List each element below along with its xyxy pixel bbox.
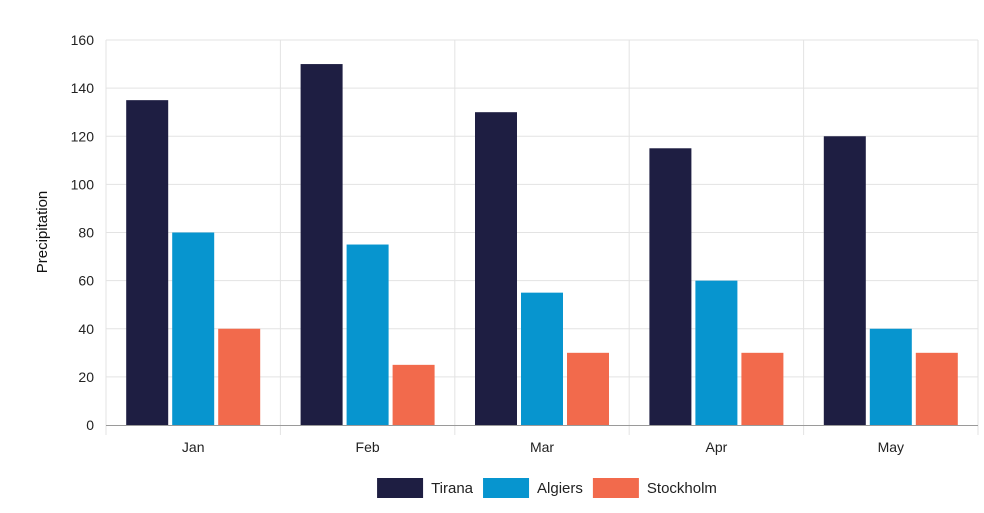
bar-tirana-may — [823, 136, 866, 425]
legend-label: Tirana — [431, 480, 474, 497]
bars — [126, 64, 958, 425]
legend: Tirana Algiers Stockholm — [377, 478, 717, 498]
legend-swatch — [483, 478, 530, 498]
bar-tirana-mar — [475, 112, 517, 425]
y-tick-label: 40 — [78, 321, 94, 337]
bar-algiers-mar — [521, 292, 563, 425]
x-tick-labels: Jan Feb Mar Apr May — [182, 439, 904, 455]
bar-algiers-may — [869, 328, 912, 425]
y-tick-label: 140 — [71, 80, 95, 96]
legend-swatch — [377, 478, 424, 498]
legend-item-tirana[interactable]: Tirana — [377, 478, 474, 498]
bar-tirana-feb — [300, 64, 343, 425]
x-tick-label: Apr — [706, 439, 728, 455]
grid — [105, 39, 979, 435]
y-tick-labels: 0 20 40 60 80 100 120 140 160 — [71, 32, 95, 433]
bar-tirana-jan — [126, 100, 169, 425]
y-tick-label: 20 — [78, 369, 94, 385]
y-tick-label: 60 — [78, 273, 94, 289]
x-tick-label: Feb — [356, 439, 380, 455]
bar-stockholm-mar — [567, 352, 609, 425]
bar-tirana-apr — [649, 148, 692, 425]
y-tick-label: 100 — [71, 176, 95, 192]
x-tick-label: Jan — [182, 439, 205, 455]
bar-algiers-apr — [695, 280, 738, 425]
y-tick-label: 80 — [78, 225, 94, 241]
bar-stockholm-jan — [218, 328, 261, 425]
bar-stockholm-feb — [392, 364, 435, 425]
y-tick-label: 0 — [86, 417, 94, 433]
legend-label: Stockholm — [647, 480, 717, 497]
bar-stockholm-apr — [741, 352, 784, 425]
legend-item-stockholm[interactable]: Stockholm — [592, 478, 717, 498]
x-tick-label: May — [878, 439, 904, 455]
legend-item-algiers[interactable]: Algiers — [483, 478, 583, 498]
y-tick-label: 160 — [71, 32, 95, 48]
y-axis-title: Precipitation — [34, 191, 51, 274]
x-tick-label: Mar — [530, 439, 554, 455]
legend-swatch — [592, 478, 639, 498]
legend-label: Algiers — [537, 480, 583, 497]
bar-stockholm-may — [915, 352, 958, 425]
y-tick-label: 120 — [71, 128, 95, 144]
bar-algiers-feb — [346, 244, 389, 425]
bar-algiers-jan — [172, 232, 215, 425]
